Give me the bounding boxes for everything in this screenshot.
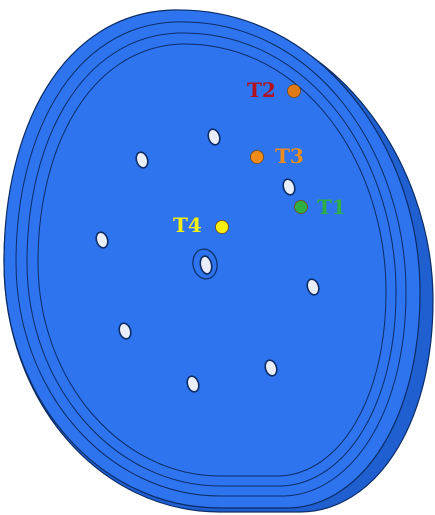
test-point-t4-marker — [215, 220, 229, 234]
rim-ring-middle — [26, 32, 397, 487]
hole — [306, 278, 320, 296]
hole — [207, 128, 221, 146]
center-hole — [199, 255, 213, 275]
hole — [135, 151, 149, 169]
test-points: T2 T3 T1 T4 — [173, 78, 346, 237]
test-point-t3-marker — [250, 150, 264, 164]
hole — [264, 359, 278, 377]
test-point-t2-marker — [287, 84, 301, 98]
hole — [95, 231, 109, 249]
test-point-t1-marker — [294, 200, 308, 214]
test-point-t2-label: T2 — [247, 78, 276, 102]
test-point-t4-label: T4 — [173, 213, 202, 237]
hole — [186, 375, 200, 393]
mounting-holes — [95, 128, 320, 393]
test-point-t3-label: T3 — [275, 144, 304, 168]
hole — [118, 322, 132, 340]
rim-ring-outer — [15, 21, 407, 497]
rim-ring-inner — [37, 43, 387, 477]
plate — [3, 9, 434, 513]
hole — [282, 178, 296, 196]
test-point-t1-label: T1 — [317, 195, 346, 219]
